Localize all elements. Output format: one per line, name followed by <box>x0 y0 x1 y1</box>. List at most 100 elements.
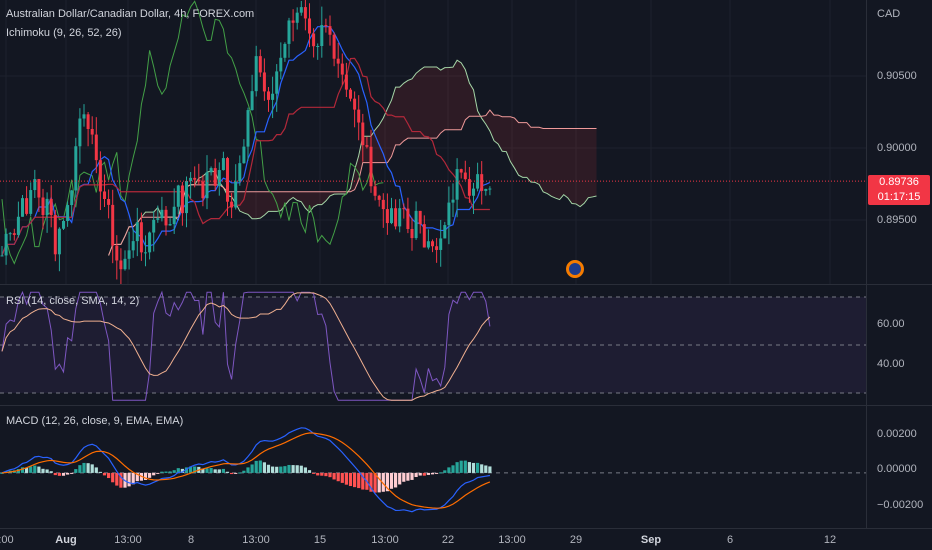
macd-histogram-bar <box>484 465 488 473</box>
price-tick: 0.89500 <box>877 214 917 226</box>
pane-separator[interactable] <box>0 405 932 406</box>
candle-body <box>86 114 90 129</box>
macd-legend[interactable]: MACD (12, 26, close, 9, EMA, EMA) <box>6 415 184 427</box>
candle-body <box>283 43 287 58</box>
macd-histogram-bar <box>266 464 271 473</box>
candle-body <box>98 160 102 192</box>
macd-axis[interactable]: 0.00200 0.00000 −0.00200 <box>866 406 932 528</box>
candle-body <box>131 241 135 251</box>
time-tick: 13:00 <box>242 534 270 546</box>
price-chart[interactable] <box>0 0 866 284</box>
ichimoku-cloud <box>108 60 597 256</box>
candle-body <box>148 232 152 253</box>
macd-histogram-bar <box>447 467 451 473</box>
time-tick: Aug <box>55 534 77 546</box>
macd-histogram-bar <box>0 472 4 474</box>
candle-body <box>4 233 8 256</box>
macd-histogram-bar <box>172 470 176 473</box>
macd-histogram-bar <box>361 472 365 490</box>
candle-body <box>332 34 336 59</box>
macd-chart[interactable] <box>0 406 866 528</box>
macd-histogram-bar <box>180 468 184 473</box>
australia-flag-icon[interactable] <box>566 260 584 278</box>
candle-body <box>189 177 193 181</box>
macd-histogram-bar <box>455 462 459 473</box>
price-tick: 0.90500 <box>877 70 917 82</box>
macd-histogram-bar <box>37 466 41 473</box>
candle-body <box>0 255 4 257</box>
macd-histogram-bar <box>344 472 348 485</box>
candle-body <box>303 7 307 19</box>
candle-body <box>115 245 119 261</box>
macd-histogram-bar <box>488 466 492 473</box>
time-tick: 13:00 <box>498 534 526 546</box>
time-axis[interactable]: :00 Aug 13:00 8 13:00 15 13:00 22 13:00 … <box>0 528 932 550</box>
macd-histogram-bar <box>20 467 25 473</box>
pane-separator[interactable] <box>0 284 932 285</box>
candle-body <box>287 20 291 44</box>
candle-body <box>176 185 180 207</box>
macd-histogram-bar <box>143 472 148 480</box>
macd-pane[interactable]: MACD (12, 26, close, 9, EMA, EMA) <box>0 406 866 528</box>
candle-body <box>201 181 205 199</box>
candle-body <box>267 91 270 100</box>
rsi-pane[interactable]: RSI (14, close, SMA, 14, 2) <box>0 285 866 405</box>
candle-body <box>324 25 328 27</box>
macd-histogram-bar <box>205 468 209 473</box>
candle-body <box>250 91 254 111</box>
candle-body <box>139 222 143 253</box>
candle-body <box>340 63 344 75</box>
macd-histogram-bar <box>90 464 94 473</box>
candle-body <box>451 199 455 203</box>
macd-histogram-bar <box>119 472 123 488</box>
candle-body <box>349 89 352 99</box>
rsi-legend[interactable]: RSI (14, close, SMA, 14, 2) <box>6 295 140 307</box>
time-tick: 15 <box>313 534 327 546</box>
rsi-axis[interactable]: 60.00 40.00 <box>866 285 932 405</box>
candle-body <box>66 205 70 222</box>
macd-histogram-bar <box>398 472 402 485</box>
macd-histogram-bar <box>254 460 258 473</box>
candle-body <box>271 93 275 100</box>
candle-body <box>467 179 471 196</box>
macd-histogram-bar <box>258 460 262 473</box>
candle-body <box>209 168 213 173</box>
macd-histogram-bar <box>102 472 107 476</box>
macd-histogram-bar <box>107 472 111 479</box>
macd-histogram-bar <box>320 472 324 476</box>
macd-line <box>1 427 490 513</box>
macd-histogram-bar <box>316 472 320 476</box>
candle-body <box>472 188 475 196</box>
time-tick: 12 <box>823 534 837 546</box>
candle-body <box>377 195 381 200</box>
chikou-span-line <box>1 0 384 265</box>
macd-histogram-bar <box>246 467 250 473</box>
candle-body <box>193 177 197 180</box>
candle-body <box>197 179 201 182</box>
time-tick: :00 <box>0 534 14 546</box>
candle-body <box>246 110 250 147</box>
rsi-tick: 60.00 <box>877 318 905 330</box>
candle-body <box>402 208 406 210</box>
macd-histogram-bar <box>131 472 135 485</box>
macd-histogram-bar <box>328 472 332 478</box>
candle-body <box>152 219 156 233</box>
candle-body <box>168 224 172 226</box>
time-tick: 13:00 <box>371 534 399 546</box>
candle-body <box>180 185 184 214</box>
macd-tick: 0.00200 <box>877 428 917 440</box>
macd-histogram-bar <box>459 460 463 473</box>
candle-body <box>299 7 303 13</box>
rsi-chart[interactable] <box>0 285 866 405</box>
candle-body <box>119 260 123 270</box>
ichimoku-legend[interactable]: Ichimoku (9, 26, 52, 26) <box>6 27 122 39</box>
price-pane[interactable]: Australian Dollar/Canadian Dollar, 4h, F… <box>0 0 866 284</box>
price-axis[interactable]: CAD 0.90500 0.90000 0.89500 <box>866 0 932 284</box>
macd-histogram-bar <box>49 471 53 473</box>
macd-histogram-bar <box>295 465 299 473</box>
macd-histogram-bar <box>291 465 295 473</box>
candle-body <box>82 114 86 119</box>
time-tick: 8 <box>187 534 195 546</box>
candle-body <box>365 145 369 147</box>
candle-body <box>484 188 488 191</box>
